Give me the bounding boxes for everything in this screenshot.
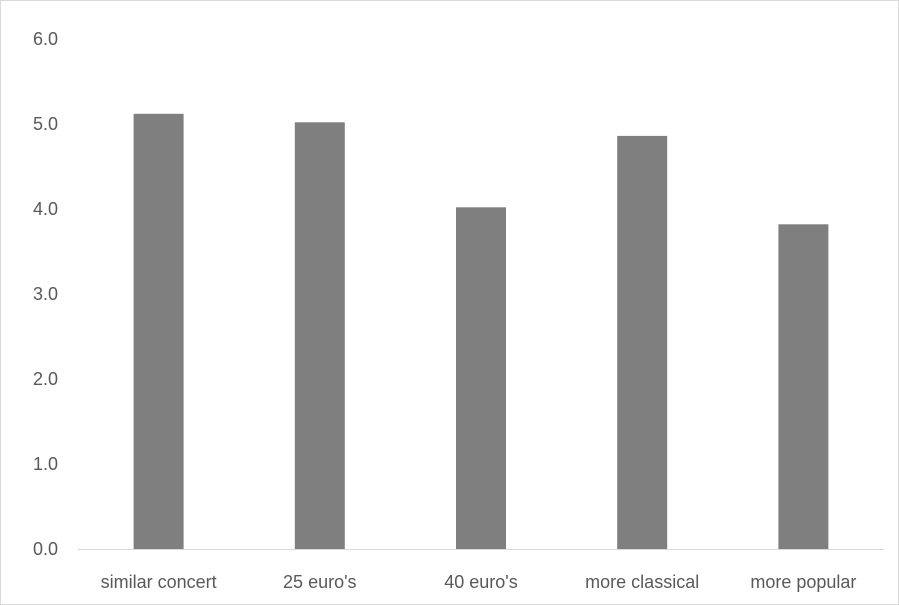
bar-series: [133, 113, 829, 550]
y-axis-tick-labels: 0.0 1.0 2.0 3.0 4.0 5.0 6.0: [33, 29, 58, 559]
y-tick-label: 3.0: [33, 284, 58, 304]
bar: [456, 207, 506, 550]
x-tick-label: similar concert: [101, 572, 217, 592]
y-tick-label: 5.0: [33, 114, 58, 134]
x-tick-label: more classical: [585, 572, 699, 592]
x-tick-label: 40 euro's: [444, 572, 518, 592]
bar: [294, 122, 345, 550]
y-tick-label: 4.0: [33, 199, 58, 219]
bar: [778, 224, 829, 550]
x-tick-label: more popular: [750, 572, 856, 592]
y-tick-label: 0.0: [33, 539, 58, 559]
y-tick-label: 2.0: [33, 369, 58, 389]
x-tick-label: 25 euro's: [283, 572, 357, 592]
y-tick-label: 6.0: [33, 29, 58, 49]
y-tick-label: 1.0: [33, 454, 58, 474]
x-axis-tick-labels: similar concert 25 euro's 40 euro's more cl…: [101, 572, 857, 592]
bar: [133, 113, 184, 550]
bar: [617, 135, 668, 549]
